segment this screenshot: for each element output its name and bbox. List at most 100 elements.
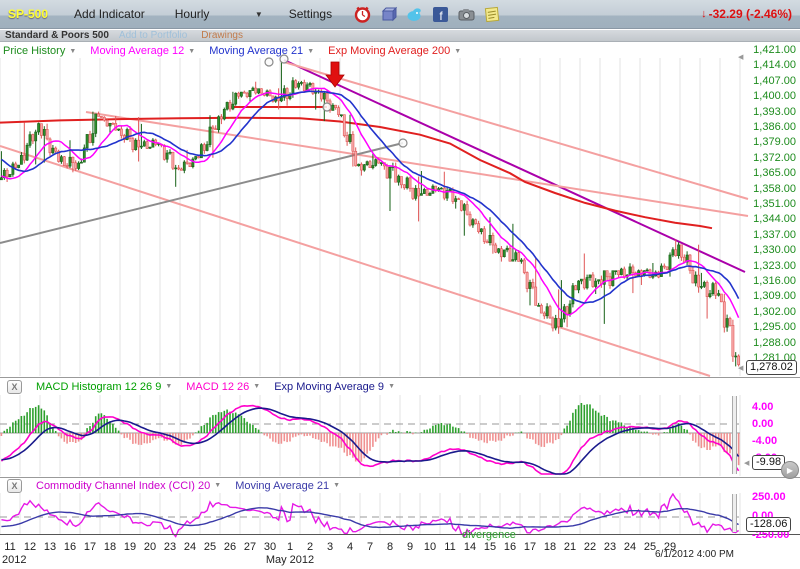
close-macd-panel-button[interactable]: X xyxy=(7,379,22,394)
add-to-portfolio-link[interactable]: Add to Portfolio xyxy=(118,30,188,41)
macd-legend-item[interactable]: MACD 12 26 ▼ xyxy=(186,381,260,393)
panel-separator[interactable] xyxy=(0,477,800,478)
date-label: 1 xyxy=(286,541,294,553)
close-cci-panel-button[interactable]: X xyxy=(7,478,22,493)
toolbar-icons: f xyxy=(354,6,501,23)
cci-legend-item[interactable]: Moving Average 21 ▼ xyxy=(235,480,340,492)
date-label: 19 xyxy=(123,541,137,553)
date-label: 15 xyxy=(483,541,497,553)
price-legend-item[interactable]: Moving Average 21 ▼ xyxy=(209,45,314,57)
price-axis-label: 1,414.00 xyxy=(753,59,796,72)
notes-icon[interactable] xyxy=(484,6,501,23)
last-price-badge: 1,278.02 xyxy=(746,360,797,375)
change-value: -32.29 (-2.46%) xyxy=(708,7,792,21)
price-axis-label: 1,337.00 xyxy=(753,228,796,241)
legend-label: Moving Average 12 xyxy=(90,45,185,57)
interval-value: Hourly xyxy=(174,7,210,21)
date-label: 22 xyxy=(583,541,597,553)
price-axis-label: 1,421.00 xyxy=(753,44,796,56)
legend-label: Exp Moving Average 9 xyxy=(274,380,385,393)
macd-axis-label: -4.00 xyxy=(752,435,778,448)
date-label: 23 xyxy=(163,541,177,553)
price-change: ↓ -32.29 (-2.46%) xyxy=(701,7,792,21)
date-label: 11 xyxy=(4,541,16,553)
date-label: 24 xyxy=(623,541,637,553)
price-axis-label: 1,393.00 xyxy=(753,105,796,118)
date-label: 9 xyxy=(406,541,414,553)
date-label: 21 xyxy=(563,541,577,553)
cci-axis-label: -250.00 xyxy=(752,529,790,541)
settings-button[interactable]: Settings xyxy=(288,7,333,21)
macd-axis-label: 0.00 xyxy=(752,418,774,430)
date-label: 17 xyxy=(523,541,537,553)
scroll-right-button[interactable]: ▶ xyxy=(781,461,799,479)
date-axis: 6/1/2012 4:00 PM 11 12 13 16 17 18 19 20 23 24 25 2… xyxy=(0,535,800,569)
date-label: 12 xyxy=(23,541,37,553)
chevron-down-icon: ▼ xyxy=(214,482,222,489)
drawing-handle xyxy=(398,138,408,148)
drawing-handle xyxy=(264,57,274,67)
price-panel-legend: Price History ▼ Moving Average 12 ▼ Moving A… xyxy=(3,45,461,57)
down-arrow-icon: ↓ xyxy=(701,8,707,20)
date-label: 25 xyxy=(203,541,217,553)
cci-scrollbar[interactable] xyxy=(732,494,737,532)
price-legend-item[interactable]: Moving Average 12 ▼ xyxy=(90,45,195,57)
macd-legend-item[interactable]: Exp Moving Average 9 ▼ xyxy=(274,381,395,393)
date-label: 29 xyxy=(663,541,677,553)
chevron-down-icon: ▼ xyxy=(307,47,315,55)
chevron-down-icon: ▼ xyxy=(454,47,462,55)
chevron-down-icon: ▼ xyxy=(253,383,261,390)
legend-label: Moving Average 21 xyxy=(235,479,330,492)
cci-value-badge: -128.06 xyxy=(746,517,792,532)
price-axis-label: 1,372.00 xyxy=(753,151,796,164)
interval-select[interactable]: Hourly ▼ xyxy=(175,7,263,21)
price-axis-label: 1,330.00 xyxy=(753,244,796,257)
drawings-link[interactable]: Drawings xyxy=(201,30,243,41)
price-axis-label: 1,316.00 xyxy=(753,275,796,287)
date-label: 4 xyxy=(346,541,354,553)
date-label: 30 xyxy=(263,541,277,553)
price-axis-label: 1,344.00 xyxy=(753,213,796,226)
alarm-icon[interactable] xyxy=(354,6,371,23)
svg-text:f: f xyxy=(439,9,443,23)
date-label: 24 xyxy=(183,541,197,553)
price-axis-label: 1,365.00 xyxy=(753,167,796,180)
legend-label: Exp Moving Average 200 xyxy=(328,45,451,57)
price-legend-item[interactable]: Price History ▼ xyxy=(3,45,76,57)
date-label: 27 xyxy=(243,541,257,553)
chevron-down-icon: ▼ xyxy=(388,383,395,390)
twitter-icon[interactable] xyxy=(406,6,423,23)
divergence-annotation: divergence xyxy=(462,529,516,541)
panel-separator xyxy=(0,534,800,535)
legend-label: Moving Average 21 xyxy=(209,45,304,57)
legend-label: Commodity Channel Index (CCI) 20 xyxy=(36,479,211,492)
cci-axis-label: 250.00 xyxy=(752,491,786,503)
chevron-down-icon: ▼ xyxy=(69,47,77,55)
top-toolbar: SP-500 Add Indicator Hourly ▼ Settings xyxy=(0,0,800,29)
camera-icon[interactable] xyxy=(458,6,475,23)
chevron-down-icon: ▼ xyxy=(188,47,196,55)
macd-marker-icon: ◀ xyxy=(744,460,750,467)
facebook-icon[interactable]: f xyxy=(432,6,449,23)
date-label: 3 xyxy=(326,541,334,553)
macd-axis-label: 4.00 xyxy=(752,400,774,413)
open-price-marker-icon: ◀ xyxy=(738,54,744,61)
price-axis-label: 1,358.00 xyxy=(753,182,796,195)
play-icon: ▶ xyxy=(786,465,794,475)
cci-legend-item[interactable]: Commodity Channel Index (CCI) 20 ▼ xyxy=(36,480,221,492)
date-label: 18 xyxy=(543,541,557,553)
add-indicator-button[interactable]: Add Indicator xyxy=(74,7,145,21)
macd-panel-legend: MACD Histogram 12 26 9 ▼ MACD 12 26 ▼ Exp Mo… xyxy=(36,381,395,393)
drawing-handle xyxy=(322,102,332,112)
cube-icon[interactable] xyxy=(380,6,398,23)
symbol-subbar: Standard & Poors 500 Add to Portfolio Dr… xyxy=(0,30,800,42)
date-label: 16 xyxy=(503,541,517,553)
price-axis-label: 1,295.00 xyxy=(753,321,796,334)
panel-separator[interactable] xyxy=(0,377,800,378)
macd-scrollbar[interactable] xyxy=(732,396,737,474)
price-legend-item[interactable]: Exp Moving Average 200 ▼ xyxy=(328,45,461,57)
date-label: 25 xyxy=(643,541,657,553)
date-label: 16 xyxy=(63,541,77,553)
macd-legend-item[interactable]: MACD Histogram 12 26 9 ▼ xyxy=(36,381,172,393)
